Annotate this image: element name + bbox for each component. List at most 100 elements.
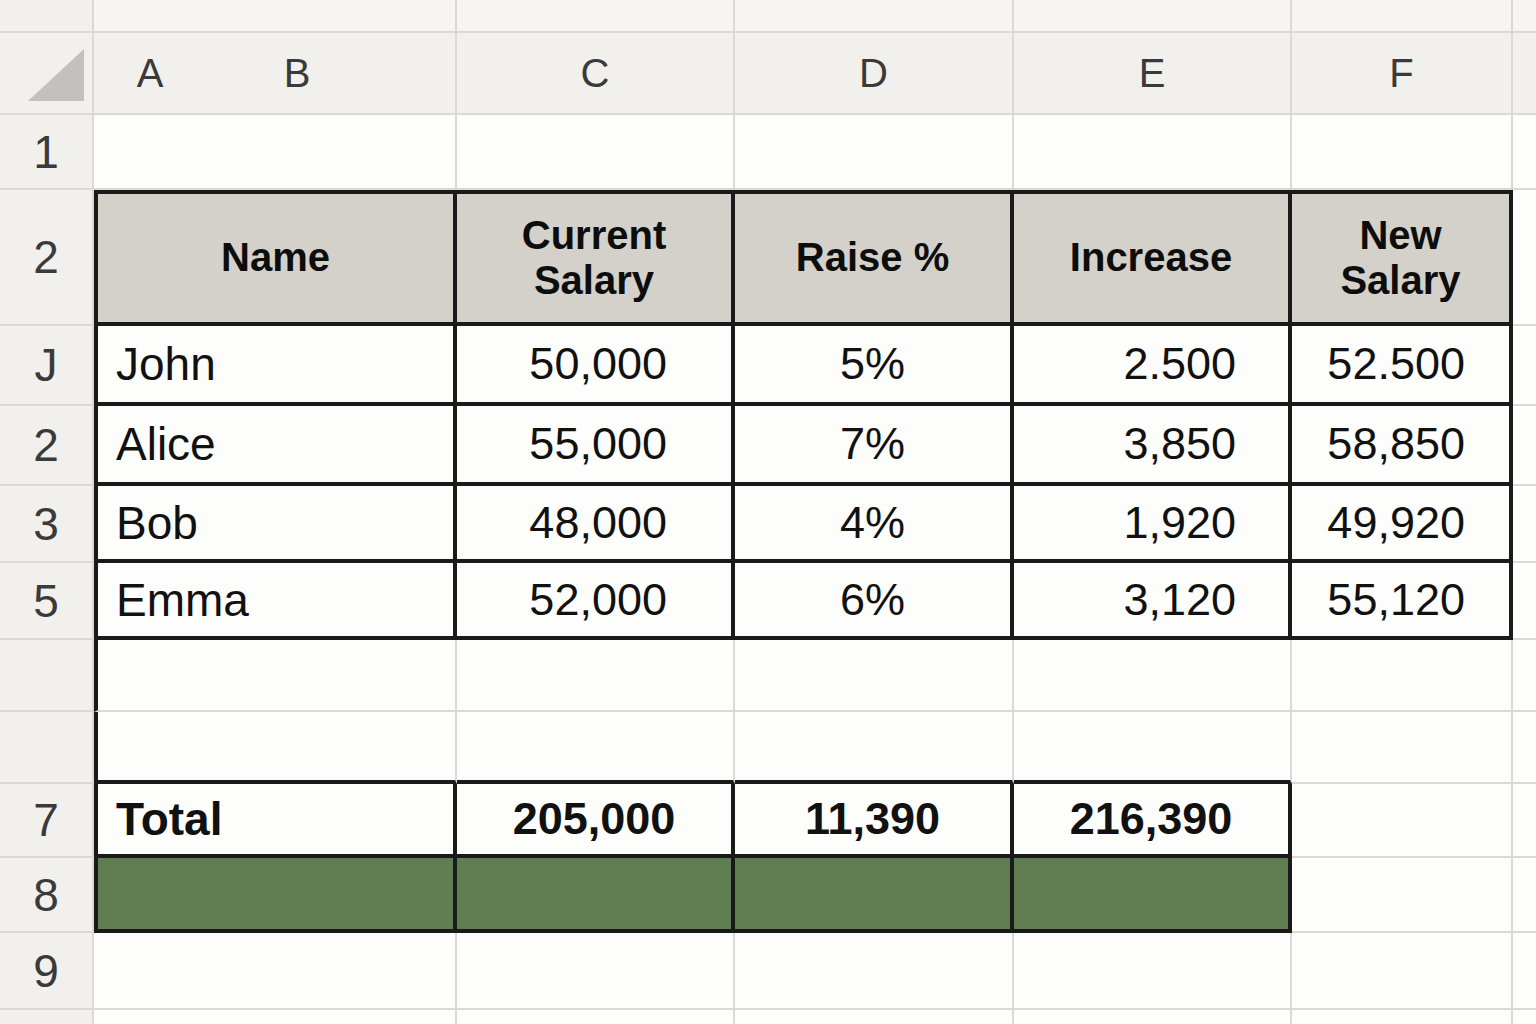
cell[interactable] bbox=[1513, 640, 1536, 712]
cell[interactable] bbox=[1513, 486, 1536, 563]
cell[interactable] bbox=[1513, 858, 1536, 933]
cell[interactable] bbox=[1292, 1010, 1513, 1024]
cell-highlight[interactable] bbox=[94, 858, 457, 933]
cell[interactable] bbox=[94, 115, 457, 190]
header-cell-current-salary[interactable]: Current Salary bbox=[457, 190, 735, 326]
column-header-d[interactable]: D bbox=[735, 33, 1014, 115]
table-row: 2 Alice 55,000 7% 3,850 58,850 bbox=[0, 406, 1536, 486]
cell-name-1[interactable]: Alice bbox=[94, 406, 457, 486]
cell[interactable] bbox=[1292, 0, 1513, 33]
cell-total-current-salary[interactable]: 205,000 bbox=[457, 784, 735, 858]
cell[interactable] bbox=[1292, 784, 1513, 858]
row-header-2[interactable]: 2 bbox=[0, 190, 94, 326]
cell-current-salary-0[interactable]: 50,000 bbox=[457, 326, 735, 406]
cell[interactable] bbox=[1513, 784, 1536, 858]
cell[interactable] bbox=[1513, 406, 1536, 486]
cell-raise-pct-2[interactable]: 4% bbox=[735, 486, 1014, 563]
row-header-8[interactable]: 8 bbox=[0, 858, 94, 933]
column-header-a-b[interactable]: A B bbox=[94, 33, 457, 115]
row-header-5[interactable]: 3 bbox=[0, 486, 94, 563]
cell[interactable] bbox=[1292, 640, 1513, 712]
table-row: 3 Bob 48,000 4% 1,920 49,920 bbox=[0, 486, 1536, 563]
cell[interactable] bbox=[1513, 115, 1536, 190]
cell-raise-pct-0[interactable]: 5% bbox=[735, 326, 1014, 406]
column-letter-c: C bbox=[457, 51, 733, 96]
cell[interactable] bbox=[1014, 1010, 1292, 1024]
cell[interactable] bbox=[94, 0, 457, 33]
cell[interactable] bbox=[1292, 115, 1513, 190]
column-header-c[interactable]: C bbox=[457, 33, 735, 115]
cell[interactable] bbox=[1014, 712, 1292, 784]
cell[interactable] bbox=[1513, 190, 1536, 326]
cell[interactable] bbox=[1292, 712, 1513, 784]
cell[interactable] bbox=[1014, 933, 1292, 1010]
cell[interactable] bbox=[1292, 858, 1513, 933]
cell[interactable] bbox=[735, 1010, 1014, 1024]
cell[interactable] bbox=[1513, 933, 1536, 1010]
cell-current-salary-3[interactable]: 52,000 bbox=[457, 563, 735, 640]
cell-current-salary-1[interactable]: 55,000 bbox=[457, 406, 735, 486]
cell-highlight[interactable] bbox=[457, 858, 735, 933]
row-header-3[interactable]: J bbox=[0, 326, 94, 406]
cell[interactable] bbox=[735, 640, 1014, 712]
cell-total-increase[interactable]: 11,390 bbox=[735, 784, 1014, 858]
cell[interactable] bbox=[1014, 115, 1292, 190]
cell[interactable] bbox=[94, 640, 457, 712]
row-header-blank[interactable] bbox=[0, 712, 94, 784]
cell[interactable] bbox=[94, 933, 457, 1010]
row-header-7[interactable]: 7 bbox=[0, 784, 94, 858]
header-cell-name[interactable]: Name bbox=[94, 190, 457, 326]
cell[interactable] bbox=[1513, 1010, 1536, 1024]
cell[interactable] bbox=[1014, 0, 1292, 33]
cell-highlight[interactable] bbox=[1014, 858, 1292, 933]
cell[interactable] bbox=[1513, 326, 1536, 406]
cell[interactable] bbox=[735, 0, 1014, 33]
cell-total-new-salary[interactable]: 216,390 bbox=[1014, 784, 1292, 858]
cell[interactable] bbox=[1014, 640, 1292, 712]
cell[interactable] bbox=[457, 933, 735, 1010]
cell-increase-0[interactable]: 2.500 bbox=[1014, 326, 1292, 406]
cell-highlight[interactable] bbox=[735, 858, 1014, 933]
cell-name-0[interactable]: John bbox=[94, 326, 457, 406]
cell-new-salary-0[interactable]: 52.500 bbox=[1292, 326, 1513, 406]
cell-increase-2[interactable]: 1,920 bbox=[1014, 486, 1292, 563]
cell[interactable] bbox=[457, 712, 735, 784]
header-cell-new-salary[interactable]: New Salary bbox=[1292, 190, 1513, 326]
cell[interactable] bbox=[1513, 563, 1536, 640]
cell-new-salary-2[interactable]: 49,920 bbox=[1292, 486, 1513, 563]
cell[interactable] bbox=[735, 712, 1014, 784]
cell[interactable] bbox=[735, 115, 1014, 190]
row-header-blank[interactable] bbox=[0, 640, 94, 712]
row-header-partial bbox=[0, 1010, 94, 1024]
cell-raise-pct-3[interactable]: 6% bbox=[735, 563, 1014, 640]
cell[interactable] bbox=[457, 115, 735, 190]
cell-raise-pct-1[interactable]: 7% bbox=[735, 406, 1014, 486]
cell[interactable] bbox=[1292, 933, 1513, 1010]
cell[interactable] bbox=[457, 0, 735, 33]
cell-increase-3[interactable]: 3,120 bbox=[1014, 563, 1292, 640]
cell-increase-1[interactable]: 3,850 bbox=[1014, 406, 1292, 486]
cell[interactable] bbox=[94, 1010, 457, 1024]
cell-new-salary-1[interactable]: 58,850 bbox=[1292, 406, 1513, 486]
bottom-partial-row bbox=[0, 1010, 1536, 1024]
cell[interactable] bbox=[457, 1010, 735, 1024]
row-header-6[interactable]: 5 bbox=[0, 563, 94, 640]
cell-name-3[interactable]: Emma bbox=[94, 563, 457, 640]
cell[interactable] bbox=[735, 933, 1014, 1010]
row-header-4[interactable]: 2 bbox=[0, 406, 94, 486]
row-header-9[interactable]: 9 bbox=[0, 933, 94, 1010]
header-cell-increase[interactable]: Increase bbox=[1014, 190, 1292, 326]
cell-current-salary-2[interactable]: 48,000 bbox=[457, 486, 735, 563]
cell-total-label[interactable]: Total bbox=[94, 784, 457, 858]
cell-new-salary-3[interactable]: 55,120 bbox=[1292, 563, 1513, 640]
row-header-1[interactable]: 1 bbox=[0, 115, 94, 190]
cell[interactable] bbox=[457, 640, 735, 712]
cell-name-2[interactable]: Bob bbox=[94, 486, 457, 563]
column-header-f[interactable]: F bbox=[1292, 33, 1513, 115]
column-header-e[interactable]: E bbox=[1014, 33, 1292, 115]
header-cell-raise-pct[interactable]: Raise % bbox=[735, 190, 1014, 326]
cell[interactable] bbox=[94, 712, 457, 784]
cell[interactable] bbox=[1513, 0, 1536, 33]
select-all-corner[interactable] bbox=[0, 33, 94, 115]
cell[interactable] bbox=[1513, 712, 1536, 784]
